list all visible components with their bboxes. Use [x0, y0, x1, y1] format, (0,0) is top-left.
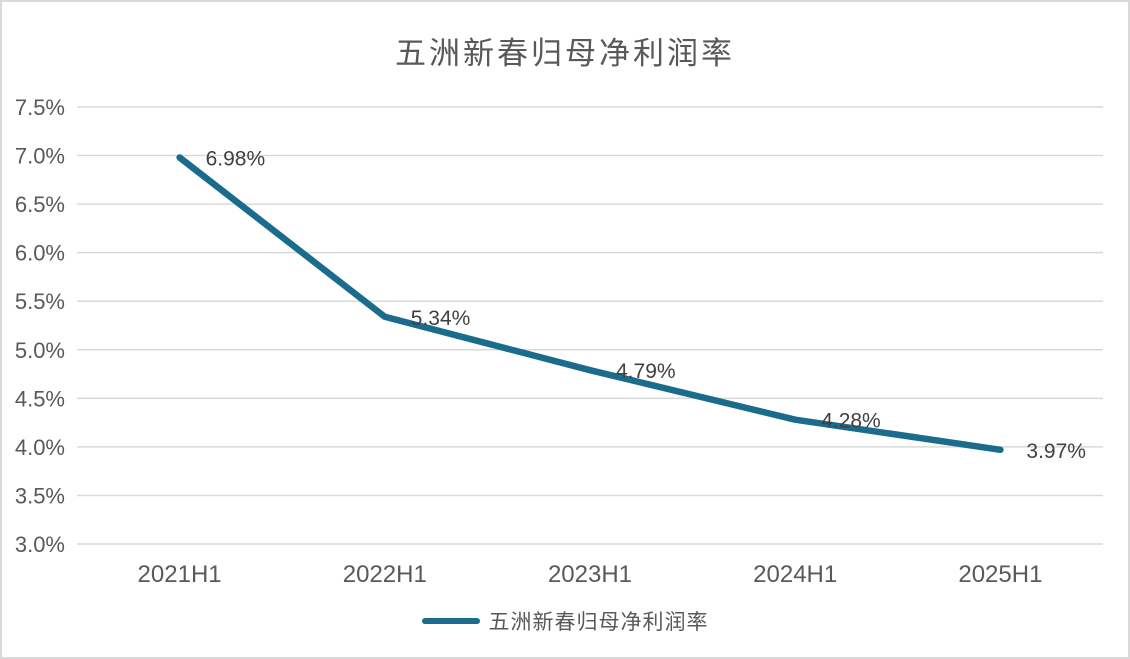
data-label: 4.79% — [616, 360, 676, 383]
y-axis-tick-label: 5.5% — [15, 289, 65, 314]
data-label: 3.97% — [1026, 440, 1086, 463]
y-axis-tick-label: 5.0% — [15, 338, 65, 363]
y-axis-tick-label: 6.5% — [15, 192, 65, 217]
chart-title: 五洲新春归母净利润率 — [395, 36, 735, 71]
y-axis-tick-label: 7.0% — [15, 144, 65, 169]
y-axis-tick-label: 6.0% — [15, 241, 65, 266]
x-axis-tick-label: 2023H1 — [548, 561, 632, 588]
data-label: 5.34% — [411, 307, 471, 330]
y-axis-tick-label: 4.5% — [15, 386, 65, 411]
legend: 五洲新春归母净利润率 — [2, 606, 1128, 636]
x-axis-tick-label: 2025H1 — [958, 561, 1042, 588]
x-axis-tick-label: 2022H1 — [343, 561, 427, 588]
y-axis-tick-label: 7.5% — [15, 95, 65, 120]
data-label: 4.28% — [821, 410, 881, 433]
series-line — [176, 154, 1004, 454]
y-axis-tick-label: 4.0% — [15, 435, 65, 460]
y-axis-tick-label: 3.5% — [15, 483, 65, 508]
legend-line-swatch — [421, 618, 480, 624]
legend-series-label: 五洲新春归母净利润率 — [488, 611, 709, 634]
x-axis-tick-label: 2021H1 — [138, 561, 222, 588]
y-axis-tick-label: 3.0% — [15, 532, 65, 557]
data-label: 6.98% — [206, 147, 266, 170]
x-axis-tick-label: 2024H1 — [753, 561, 837, 588]
